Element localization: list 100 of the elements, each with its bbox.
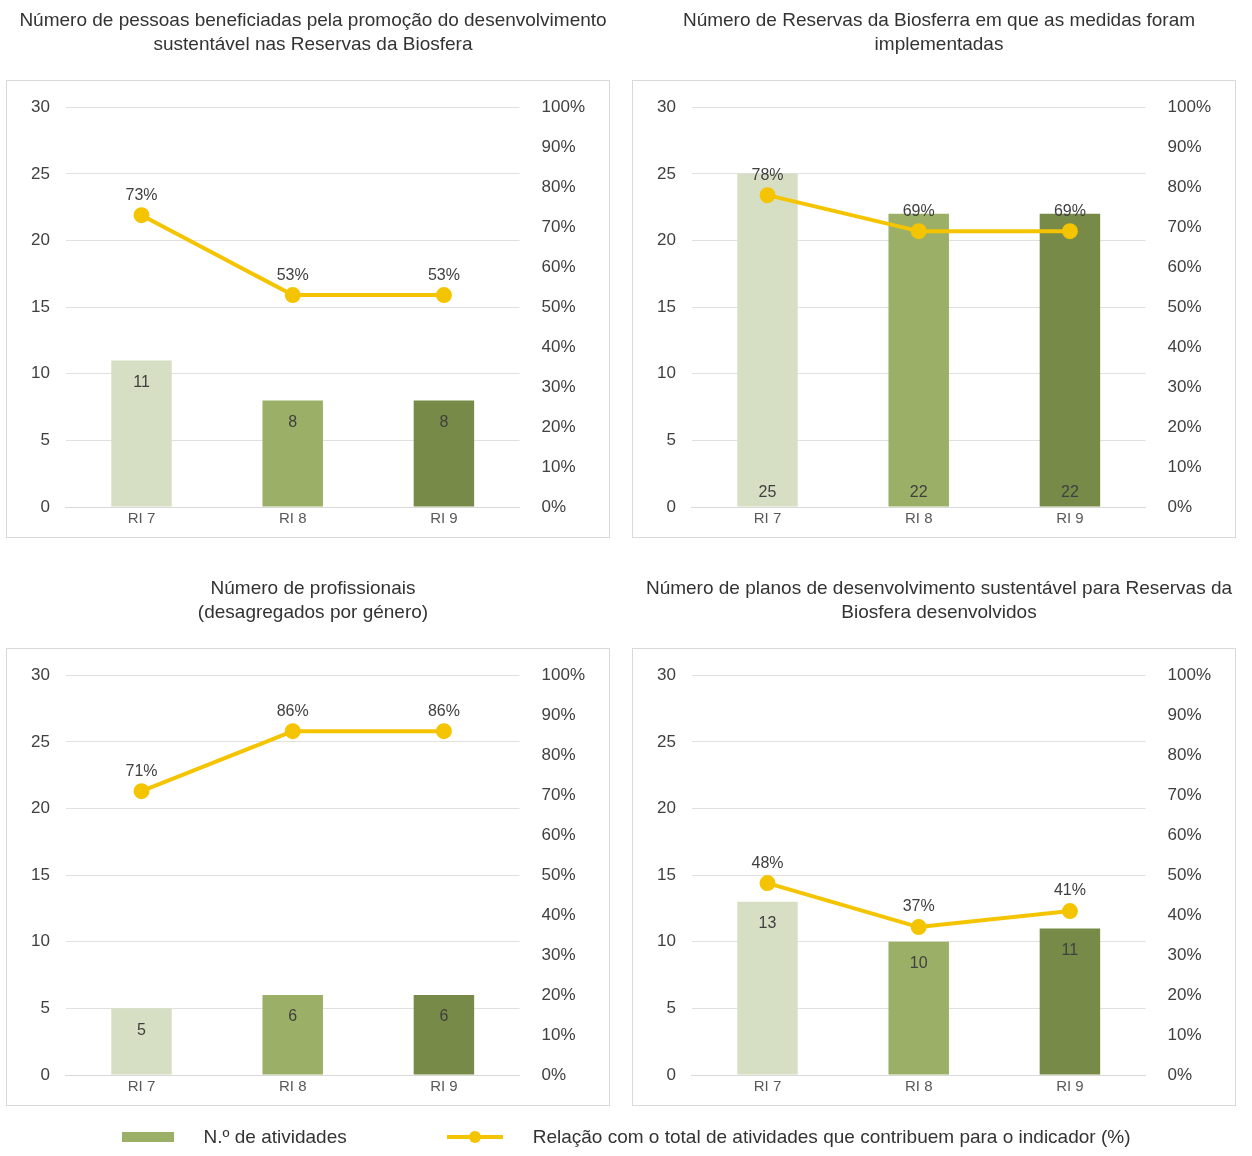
x-tick-label: RI 8 [904,509,933,527]
data-label: 48% [751,853,784,871]
y-tick-label: 15 [30,864,50,884]
y2-tick-label: 10% [541,456,576,476]
y2-tick-label: 10% [1167,1024,1202,1044]
y2-tick-label: 100% [541,664,585,684]
y-tick-label: 5 [40,430,50,450]
y-tick-label: 0 [40,496,50,516]
y-tick-label: 0 [40,1064,50,1084]
y2-tick-label: 30% [1167,376,1202,396]
data-label: 86% [427,701,460,719]
x-tick-label: RI 7 [753,1077,782,1095]
y2-tick-label: 100% [1167,96,1211,116]
y2-tick-label: 70% [541,784,576,804]
y-tick-label: 10 [30,931,50,951]
x-tick-label: RI 9 [430,509,458,527]
y-tick-label: 5 [40,998,50,1018]
y2-tick-label: 70% [1167,784,1202,804]
y2-tick-label: 0% [541,496,567,516]
y2-tick-label: 20% [541,984,576,1004]
point [1061,903,1078,920]
x-tick-label: RI 8 [904,1077,933,1095]
y2-tick-label: 50% [541,296,576,316]
data-label: 53% [427,265,460,283]
chart-title: Número de Reservas da Biosferra em que as medidas foram implementadas [681,8,1197,56]
y2-tick-label: 30% [1167,944,1202,964]
data-label: 25 [758,482,777,500]
y2-tick-label: 70% [541,216,576,236]
data-label: 6 [439,1007,449,1025]
y2-tick-label: 60% [541,824,576,844]
y2-tick-label: 90% [541,704,576,724]
y2-tick-label: 60% [1167,256,1202,276]
y2-tick-label: 0% [541,1064,567,1084]
y-tick-label: 20 [30,230,50,250]
data-label: 10 [909,954,928,972]
chart-title: Número de planos de desenvolvimento sustentável para Reservas da Biosfera desenvolvidos [644,576,1234,624]
y2-tick-label: 50% [1167,864,1202,884]
y-tick-label: 5 [666,998,676,1018]
y-tick-label: 25 [30,731,50,751]
data-label: 86% [276,701,309,719]
chart-title: Número de pessoas beneficiadas pela promoção do desenvolvimento sustentável nas Reservas da Biosfera [18,8,608,56]
y-tick-label: 30 [30,96,50,116]
y-tick-label: 20 [656,230,676,250]
data-label: 22 [909,482,928,500]
y-tick-label: 10 [656,931,676,951]
point [910,919,927,936]
point [759,875,776,892]
y2-tick-label: 80% [1167,176,1202,196]
y-tick-label: 0 [666,1064,676,1084]
y2-tick-label: 20% [541,416,576,436]
data-label: 53% [276,265,309,283]
y-tick-label: 30 [30,664,50,684]
legend-label: Relação com o total de atividades que contribuem para o indicador (%) [532,1126,1131,1148]
y2-tick-label: 0% [1167,1064,1193,1084]
data-label: 11 [133,372,150,390]
y2-tick-label: 30% [541,944,576,964]
y2-tick-label: 20% [1167,984,1202,1004]
bar [1039,928,1101,1075]
y2-tick-label: 90% [1167,704,1202,724]
y2-tick-label: 70% [1167,216,1202,236]
y-tick-label: 20 [656,798,676,818]
y2-tick-label: 80% [541,176,576,196]
data-label: 22 [1061,482,1079,500]
x-tick-label: RI 9 [430,1077,458,1095]
y2-tick-label: 50% [1167,296,1202,316]
y2-tick-label: 90% [541,136,576,156]
data-label: 11 [1061,940,1079,958]
y2-tick-label: 10% [541,1024,576,1044]
y2-tick-label: 80% [541,744,576,764]
y-tick-label: 25 [30,163,50,183]
data-label: 41% [1053,881,1086,899]
x-tick-label: RI 7 [127,509,156,527]
x-tick-label: RI 8 [278,1077,307,1095]
data-label: 6 [288,1007,298,1025]
y-tick-label: 5 [666,430,676,450]
x-tick-label: RI 8 [278,509,307,527]
y2-tick-label: 100% [541,96,585,116]
y2-tick-label: 60% [1167,824,1202,844]
data-label: 8 [439,412,449,430]
x-tick-label: RI 9 [1056,509,1084,527]
y-tick-label: 20 [30,798,50,818]
y2-tick-label: 40% [541,336,576,356]
y2-tick-label: 0% [1167,496,1193,516]
y-tick-label: 30 [656,96,676,116]
x-tick-label: RI 9 [1056,1077,1084,1095]
y2-tick-label: 100% [1167,664,1211,684]
y-tick-label: 10 [656,363,676,383]
data-label: 73% [125,185,158,203]
bar [888,941,949,1075]
x-tick-label: RI 7 [753,509,782,527]
y-tick-label: 25 [656,163,676,183]
data-label: 8 [288,412,298,430]
data-label: 13 [758,914,777,932]
data-label: 5 [137,1020,147,1038]
bar [737,901,798,1075]
y2-tick-label: 60% [541,256,576,276]
chart-title: Número de profissionais (desagregados por género) [196,576,430,624]
x-tick-label: RI 7 [127,1077,156,1095]
y-tick-label: 0 [666,496,676,516]
y-tick-label: 30 [656,664,676,684]
